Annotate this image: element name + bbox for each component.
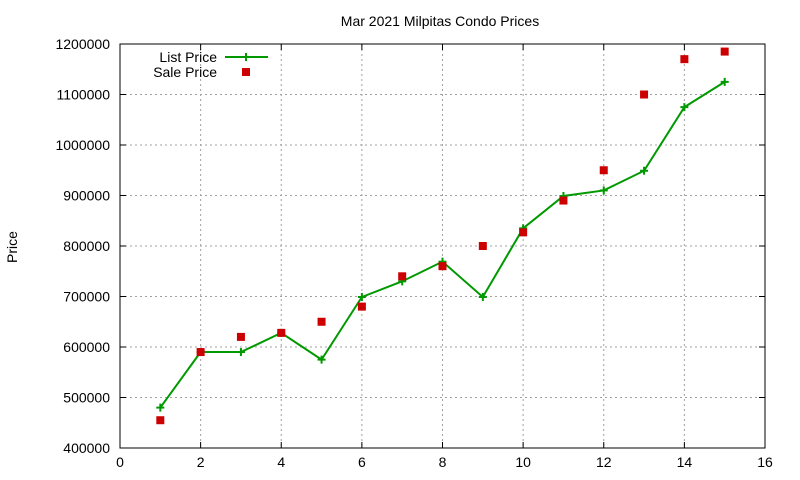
y-tick-label: 800000	[63, 238, 110, 254]
sale-price-point	[478, 242, 487, 250]
x-tick-label: 12	[596, 454, 612, 470]
sale-price-point	[196, 348, 205, 357]
list-price-point	[236, 348, 245, 357]
list-price-point	[720, 77, 729, 86]
sale-price-point	[599, 166, 608, 175]
sale-price-point	[438, 262, 447, 271]
sale-price-point	[519, 228, 528, 237]
x-tick-label: 6	[358, 454, 366, 470]
sale-price-point	[720, 47, 729, 56]
sale-price-point	[236, 332, 245, 341]
list-price-point	[680, 103, 689, 112]
list-price-point	[357, 293, 366, 302]
x-tick-label: 4	[277, 454, 285, 470]
sale-price-point	[398, 272, 407, 281]
sale-price-point	[680, 55, 689, 64]
x-tick-label: 10	[515, 454, 531, 470]
legend-label-sale-price: Sale Price	[153, 64, 217, 80]
y-tick-label: 400000	[63, 440, 110, 456]
x-tick-label: 16	[757, 454, 773, 470]
y-tick-label: 900000	[63, 188, 110, 204]
sale-price-point	[317, 317, 326, 326]
sale-price-point	[357, 302, 366, 311]
series-sale-price	[156, 47, 729, 425]
list-price-point	[478, 293, 487, 302]
plot-area	[156, 47, 729, 425]
legend-swatch-square	[242, 68, 250, 76]
legend-label-list-price: List Price	[159, 49, 217, 65]
y-tick-label: 1000000	[55, 137, 110, 153]
x-tick-label: 0	[116, 454, 124, 470]
y-tick-label: 700000	[63, 289, 110, 305]
y-tick-label: 500000	[63, 390, 110, 406]
y-tick-labels: 400000 500000 600000 700000 800000 900000 1000…	[55, 36, 110, 456]
chart-title: Mar 2021 Milpitas Condo Prices	[341, 13, 539, 29]
list-price-point	[599, 186, 608, 195]
y-tick-label: 600000	[63, 339, 110, 355]
x-tick-label: 14	[677, 454, 693, 470]
x-tick-label: 8	[439, 454, 447, 470]
y-axis-label: Price	[4, 231, 20, 263]
y-tick-label: 1100000	[57, 87, 111, 103]
y-tick-label: 1200000	[55, 36, 110, 52]
sale-price-point	[277, 328, 286, 337]
plot-frame	[119, 43, 766, 449]
list-price-point	[317, 355, 326, 364]
x-tick-label: 2	[197, 454, 205, 470]
legend-swatch-plus	[242, 53, 250, 61]
sale-price-point	[559, 196, 568, 205]
list-price-point	[640, 166, 649, 175]
grid-lines	[120, 44, 765, 448]
list-price-point	[156, 403, 165, 412]
sale-price-point	[156, 416, 165, 425]
sale-price-point	[640, 90, 649, 99]
x-tick-labels: 0 2 4 6 8 10 12 14 16	[116, 454, 773, 470]
